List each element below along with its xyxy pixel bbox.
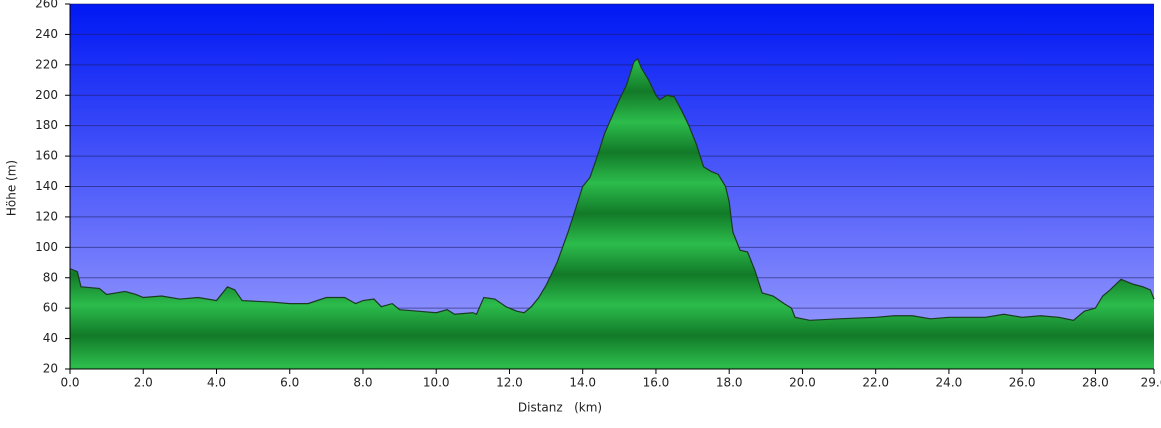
y-tick-label: 180 bbox=[35, 118, 58, 132]
x-tick-label: 6.0 bbox=[280, 376, 299, 390]
x-tick-label: 22.0 bbox=[862, 376, 889, 390]
x-tick-label: 24.0 bbox=[936, 376, 963, 390]
x-tick-label: 10.0 bbox=[423, 376, 450, 390]
y-tick-label: 220 bbox=[35, 57, 58, 71]
elevation-area bbox=[70, 58, 1154, 369]
x-tick-label: 14.0 bbox=[569, 376, 596, 390]
elevation-line bbox=[69, 57, 1155, 321]
y-tick-label: 80 bbox=[43, 270, 58, 284]
y-tick-label: 240 bbox=[35, 27, 58, 41]
y-tick-label: 140 bbox=[35, 179, 58, 193]
x-tick-label: 16.0 bbox=[643, 376, 670, 390]
y-tick-label: 160 bbox=[35, 149, 58, 163]
x-axis-label: Distanz (km) bbox=[518, 401, 602, 415]
x-tick-label: 0.0 bbox=[60, 376, 79, 390]
y-tick-label: 100 bbox=[35, 240, 58, 254]
y-tick-label: 40 bbox=[43, 331, 58, 345]
x-tick-label: 20.0 bbox=[789, 376, 816, 390]
x-tick-label: 18.0 bbox=[716, 376, 743, 390]
x-tick-label: 4.0 bbox=[207, 376, 226, 390]
y-tick-label: 120 bbox=[35, 209, 58, 223]
x-tick-label: 2.0 bbox=[134, 376, 153, 390]
x-tick-label: 29.6 bbox=[1141, 376, 1161, 390]
y-tick-label: 20 bbox=[43, 362, 58, 376]
y-axis-label: Höhe (m) bbox=[5, 160, 19, 216]
x-tick-label: 12.0 bbox=[496, 376, 523, 390]
y-tick-label: 60 bbox=[43, 301, 58, 315]
x-tick-label: 26.0 bbox=[1009, 376, 1036, 390]
y-tick-label: 200 bbox=[35, 88, 58, 102]
x-tick-label: 28.0 bbox=[1082, 376, 1109, 390]
x-tick-label: 8.0 bbox=[353, 376, 372, 390]
y-tick-label: 260 bbox=[35, 0, 58, 11]
